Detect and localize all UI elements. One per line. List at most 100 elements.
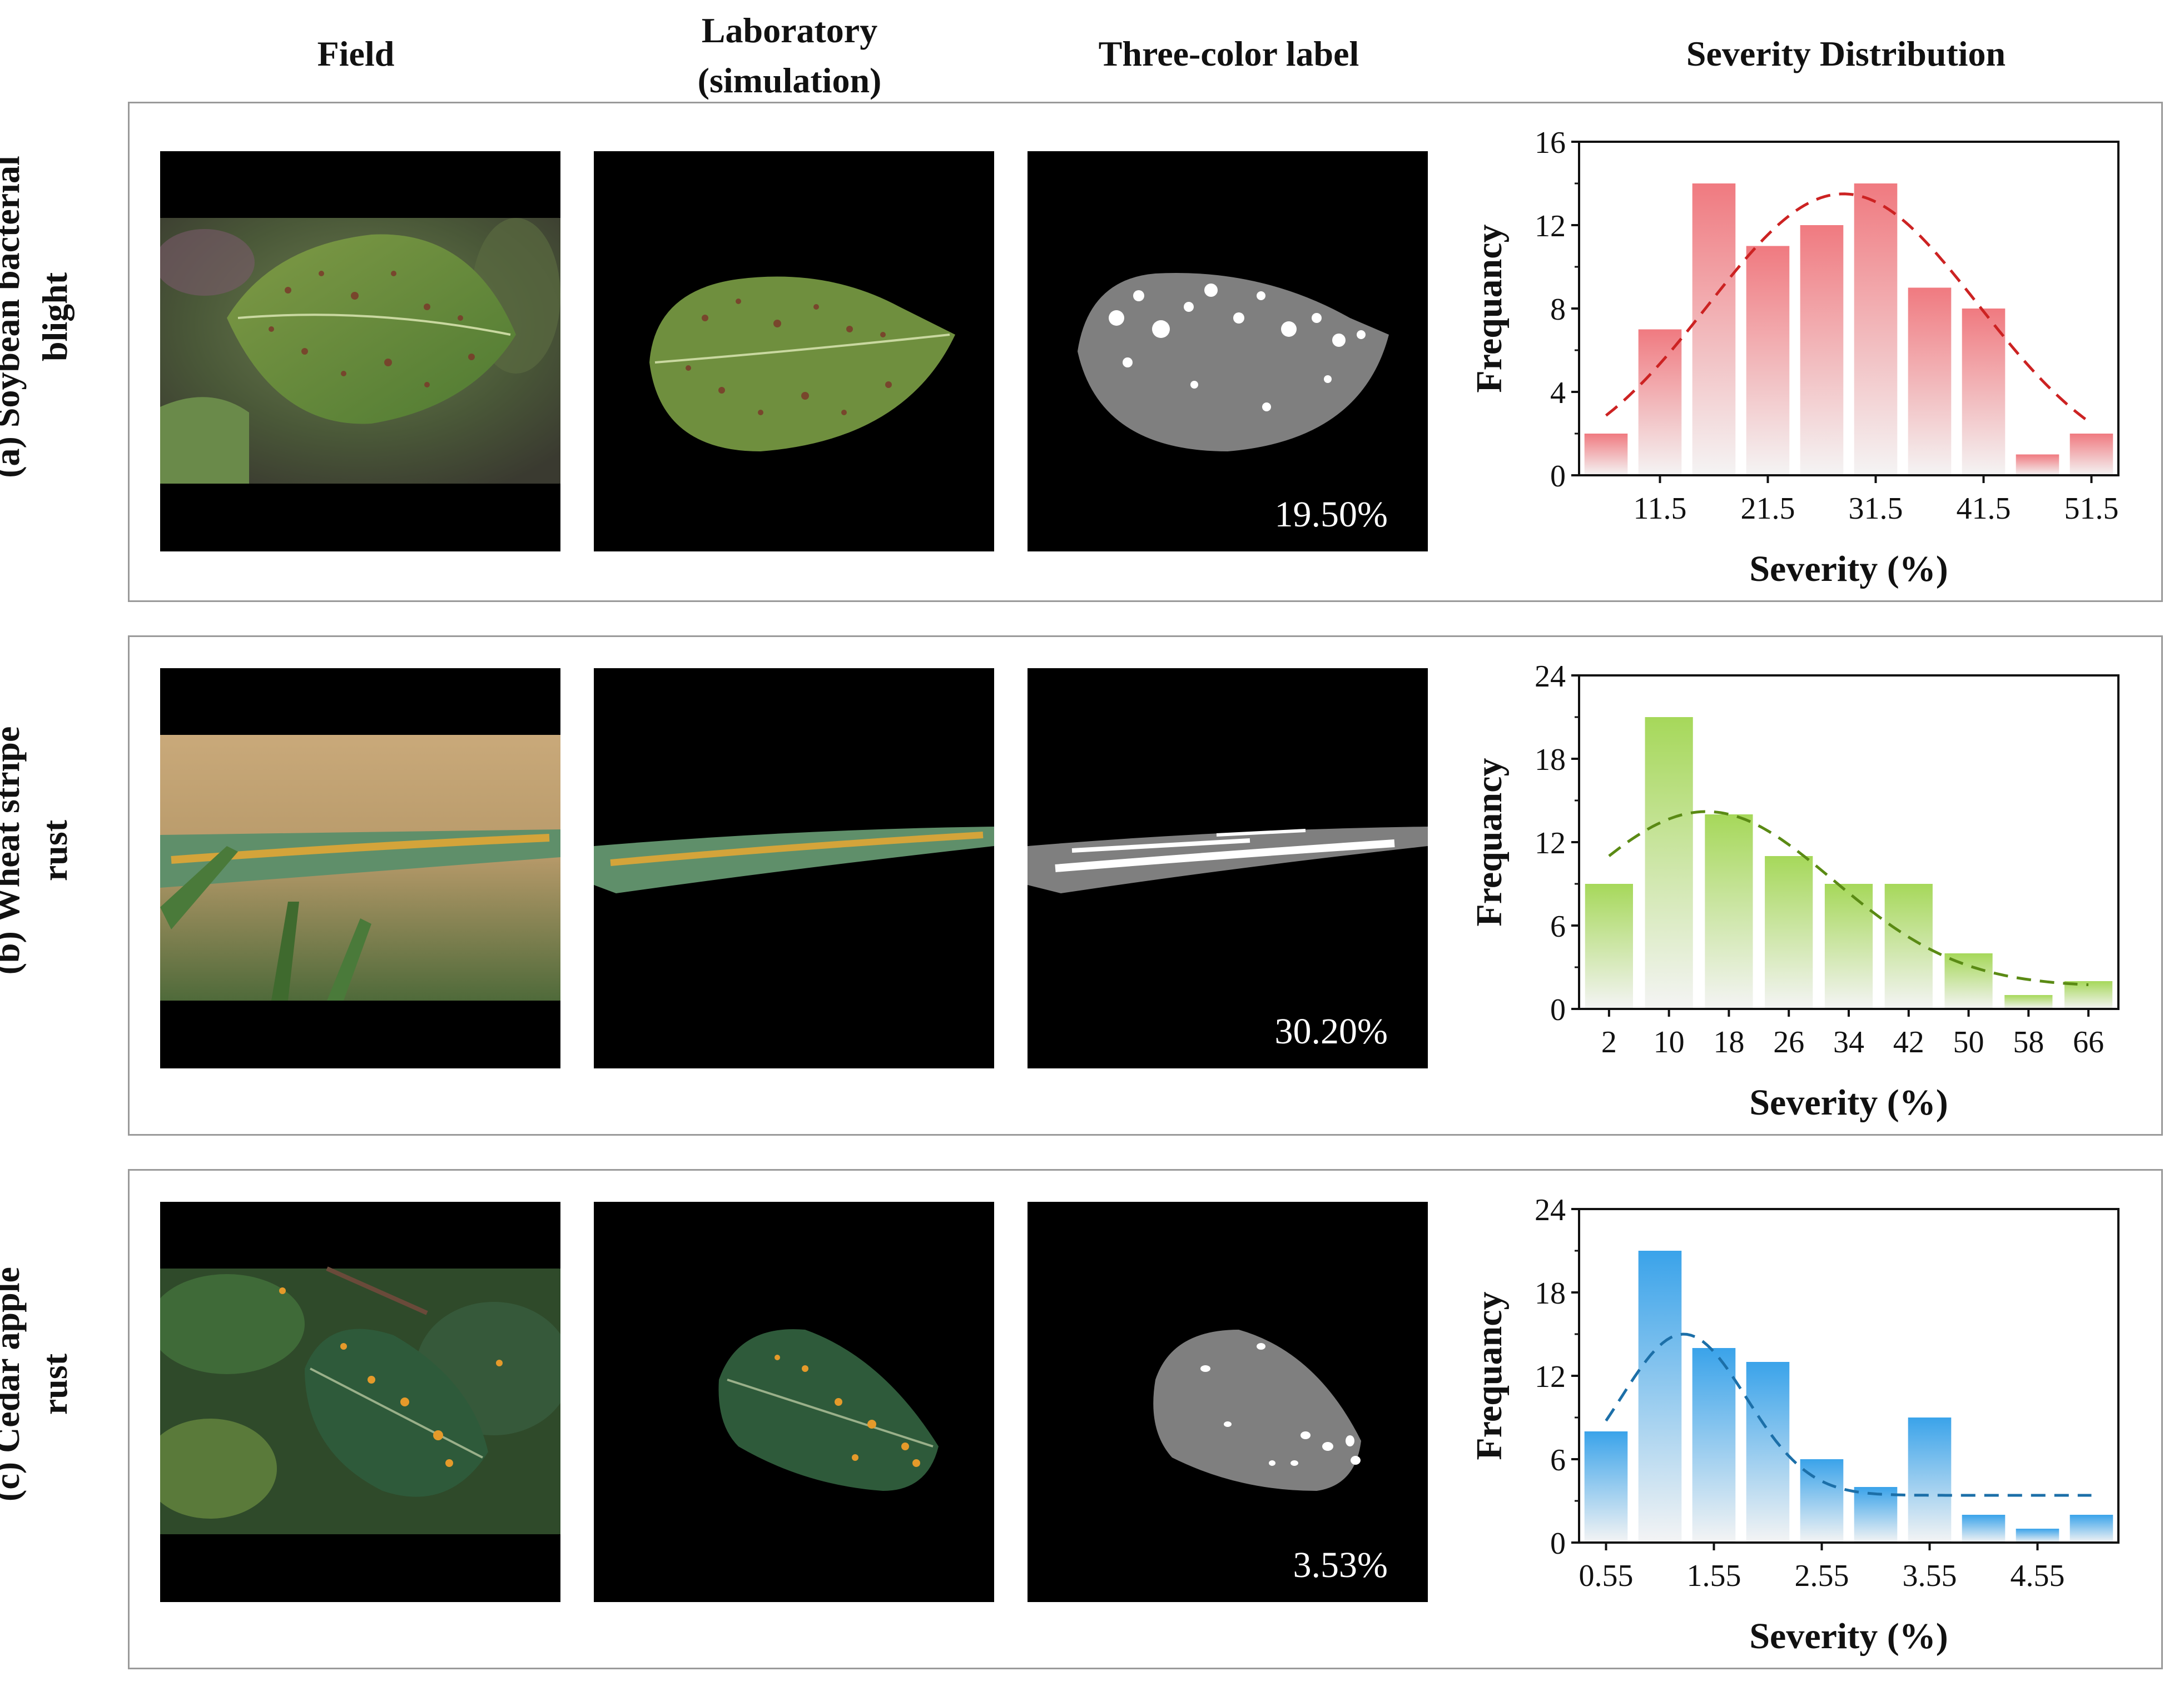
bar-1: [1638, 329, 1682, 475]
x-tick-label: 26: [1773, 1025, 1804, 1060]
y-tick-label: 0: [1550, 1526, 1566, 1561]
row-label-a-line2: blight: [35, 272, 75, 362]
y-tick-label: 12: [1535, 1360, 1566, 1394]
bar-7: [1962, 309, 2006, 475]
y-axis-label: Frequancy: [1469, 1291, 1510, 1460]
row-panel-c: [128, 1169, 2163, 1669]
y-tick-label: 12: [1535, 826, 1566, 861]
x-tick-label: 1.55: [1687, 1559, 1741, 1593]
fit-curve: [1605, 192, 2092, 425]
x-tick-label: 11.5: [1634, 491, 1687, 526]
bar-3: [1746, 1362, 1790, 1543]
x-tick-label: 4.55: [2011, 1559, 2065, 1593]
row-label-c-line2: rust: [35, 1353, 75, 1415]
bar-1: [1645, 717, 1693, 1009]
bar-7: [1962, 1515, 2006, 1543]
bar-0: [1584, 1431, 1628, 1543]
x-tick-label: 21.5: [1741, 491, 1795, 526]
x-tick-label: 50: [1953, 1025, 1984, 1060]
cedar-lab-photo: [594, 1202, 994, 1602]
wheat-field-photo: [160, 668, 560, 1068]
wheat-three-color-label: 30.20%: [1028, 668, 1428, 1068]
y-tick-label: 24: [1535, 659, 1566, 694]
y-tick-label: 16: [1535, 126, 1566, 160]
x-tick-label: 10: [1654, 1025, 1685, 1060]
y-tick-label: 18: [1535, 743, 1566, 777]
col-header-severity-distribution: Severity Distribution: [1686, 34, 2006, 73]
x-tick-label: 2: [1601, 1025, 1617, 1060]
x-tick-label: 2.55: [1795, 1559, 1849, 1593]
row-label-a-line1: (a) Soybean bacterial: [0, 156, 27, 478]
y-tick-label: 8: [1550, 292, 1566, 327]
y-tick-label: 6: [1550, 909, 1566, 944]
bar-8: [2016, 454, 2059, 475]
fit-curve: [1605, 1332, 2092, 1497]
x-tick-label: 3.55: [1903, 1559, 1957, 1593]
col-header-field: Field: [317, 34, 395, 73]
row-label-b: (b) Wheat stripe rust: [0, 684, 83, 1017]
x-tick-label: 18: [1713, 1025, 1744, 1060]
row-label-b-line2: rust: [35, 819, 75, 882]
x-tick-label: 66: [2073, 1025, 2104, 1060]
bar-5: [1854, 1487, 1898, 1543]
bar-1: [1638, 1251, 1682, 1543]
x-axis-label: Severity (%): [1749, 1616, 1948, 1657]
x-tick-label: 41.5: [1957, 491, 2011, 526]
bar-0: [1584, 434, 1628, 475]
x-tick-label: 34: [1833, 1025, 1864, 1060]
soybean-severity-chart: 0 4 8 12 16 11.5 21.5 31.5 41.5 51.5 Severity (%) F…: [1469, 126, 2120, 589]
bar-8: [2064, 981, 2113, 1009]
bar-2: [1705, 814, 1753, 1009]
y-tick-label: 18: [1535, 1276, 1566, 1311]
row-label-c-line1: (c) Cedar apple: [0, 1267, 27, 1501]
wheat-severity-chart: 0 6 12 18 24 2 10 18 26 34 42 50 58 66 Severity (%) Fre…: [1469, 659, 2120, 1123]
y-tick-label: 24: [1535, 1193, 1566, 1227]
y-tick-label: 4: [1550, 376, 1566, 410]
bar-3: [1746, 246, 1790, 475]
col-header-three-color: Three-color label: [1098, 34, 1359, 73]
x-tick-label: 51.5: [2064, 491, 2119, 526]
x-tick-label: 42: [1893, 1025, 1924, 1060]
bar-6: [1908, 1418, 1952, 1543]
bar-4: [1800, 225, 1844, 475]
row-label-b-line1: (b) Wheat stripe: [0, 726, 27, 975]
y-tick-label: 12: [1535, 209, 1566, 243]
soybean-lab-photo: [594, 151, 994, 551]
x-axis-label: Severity (%): [1749, 1082, 1948, 1123]
row-label-a: (a) Soybean bacterial blight: [0, 150, 83, 484]
soybean-severity-label: 19.50%: [1274, 494, 1388, 535]
bar-6: [1944, 953, 1993, 1009]
row-panel-a: [128, 102, 2163, 602]
bar-9: [2069, 1515, 2113, 1543]
row-label-c: (c) Cedar apple rust: [0, 1217, 83, 1551]
bar-2: [1692, 1348, 1736, 1543]
cedar-field-photo: [160, 1202, 560, 1602]
bar-7: [2004, 995, 2053, 1009]
x-axis-label: Severity (%): [1749, 549, 1948, 589]
bar-4: [1824, 884, 1873, 1009]
soybean-three-color-label: 19.50%: [1028, 151, 1428, 551]
y-tick-label: 6: [1550, 1443, 1566, 1478]
cedar-three-color-label: 3.53%: [1028, 1202, 1428, 1602]
bar-3: [1765, 856, 1813, 1009]
cedar-severity-chart: 0 6 12 18 24 0.55 1.55 2.55 3.55 4.55 Severity (%)…: [1469, 1193, 2120, 1657]
y-axis-label: Frequancy: [1469, 224, 1510, 392]
x-tick-label: 31.5: [1849, 491, 1903, 526]
bar-8: [2016, 1529, 2059, 1543]
soybean-field-photo: [160, 151, 560, 551]
bar-0: [1585, 884, 1633, 1009]
y-tick-label: 0: [1550, 993, 1566, 1027]
cedar-severity-label: 3.53%: [1293, 1545, 1388, 1585]
bar-5: [1854, 183, 1898, 475]
y-axis-label: Frequancy: [1469, 758, 1510, 926]
x-tick-label: 0.55: [1579, 1559, 1634, 1593]
bar-5: [1884, 884, 1933, 1009]
bar-6: [1908, 287, 1952, 475]
col-header-laboratory: Laboratory (simulation): [697, 11, 882, 100]
y-tick-label: 0: [1550, 459, 1566, 494]
row-panel-b: [128, 635, 2163, 1136]
x-tick-label: 58: [2013, 1025, 2044, 1060]
bar-2: [1692, 183, 1736, 475]
wheat-severity-label: 30.20%: [1274, 1011, 1388, 1052]
wheat-lab-photo: [594, 668, 994, 1068]
